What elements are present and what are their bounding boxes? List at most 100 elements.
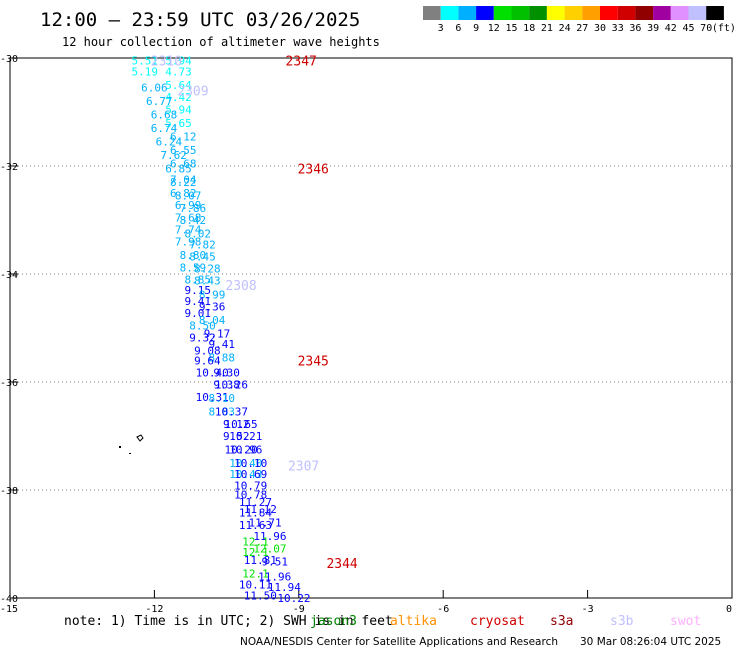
legend-label: 36 bbox=[629, 23, 641, 34]
pass-time-label: 2347 bbox=[286, 55, 317, 70]
wave-height-value: 8.43 bbox=[194, 274, 221, 287]
legend-swatch bbox=[423, 6, 441, 20]
wave-height-value: 4.73 bbox=[165, 66, 192, 79]
legend-label: 24 bbox=[559, 23, 571, 34]
wave-height-value: 5.51 bbox=[132, 55, 159, 68]
wave-height-value: 11.96 bbox=[258, 570, 291, 583]
wave-height-value: 5.64 bbox=[165, 79, 192, 92]
legend-label: 18 bbox=[523, 23, 535, 34]
y-tick-label: -36 bbox=[0, 378, 18, 389]
wave-height-value: 8.22 bbox=[170, 176, 197, 189]
x-tick-label: -15 bbox=[0, 604, 18, 615]
x-tick-label: 0 bbox=[726, 604, 732, 615]
wave-height-value: 7.86 bbox=[180, 202, 207, 215]
wave-height-value: 8.10 bbox=[209, 392, 236, 405]
x-tick-label: -3 bbox=[582, 604, 594, 615]
legend-swatch bbox=[653, 6, 671, 20]
wave-height-value: 9.41 bbox=[209, 338, 236, 351]
wave-height-value: 10.26 bbox=[215, 379, 248, 392]
color-legend: 3 6 9 12 15 18 21 24 27 30 33 36 39 42 45 70 (ft) bbox=[423, 6, 736, 34]
satellite-name: s3a bbox=[550, 614, 573, 629]
wave-height-value: 5.94 bbox=[165, 103, 192, 116]
x-tick-label: -12 bbox=[145, 604, 163, 615]
wave-height-value: 11.63 bbox=[239, 519, 272, 532]
wave-height-value: 7.98 bbox=[175, 236, 202, 249]
wave-height-value: 6.12 bbox=[170, 130, 197, 143]
wave-height-value: 10.20 bbox=[224, 444, 257, 457]
wave-height-value: 7.74 bbox=[175, 224, 202, 237]
wave-height-value: 11.27 bbox=[239, 496, 272, 509]
legend-swatch bbox=[511, 6, 530, 20]
legend-swatch bbox=[476, 6, 494, 20]
wave-height-value: 12.1 bbox=[242, 546, 269, 559]
legend-swatch bbox=[670, 6, 689, 20]
wave-height-value: 10.31 bbox=[196, 391, 229, 404]
satellite-legend: jason3 altika cryosat s3a s3b swot bbox=[310, 614, 701, 629]
wave-height-value: 10.37 bbox=[215, 406, 248, 419]
wave-height-value: 5.65 bbox=[165, 117, 192, 130]
wave-height-value: 9.51 bbox=[261, 555, 288, 568]
footer-credit: NOAA/NESDIS Center for Satellite Applica… bbox=[240, 636, 558, 648]
wave-height-value: 12.1 bbox=[242, 535, 269, 548]
wave-height-value: 11.50 bbox=[244, 589, 277, 602]
legend-swatch bbox=[617, 6, 636, 20]
wave-height-value: 11.81 bbox=[244, 554, 277, 567]
legend-label: 15 bbox=[505, 23, 517, 34]
pass-time-label: 2346 bbox=[298, 163, 329, 178]
satellite-name: altika bbox=[390, 614, 437, 629]
wave-height-value: 10.10 bbox=[234, 457, 267, 470]
wave-height-value: 8.07 bbox=[175, 190, 202, 203]
gridlines bbox=[10, 165, 732, 598]
pass-time-labels: 2347 2310 2309 2346 2308 2345 2307 2344 bbox=[151, 55, 358, 572]
wave-height-value: 9.38 bbox=[213, 379, 240, 392]
wave-height-value: 6.06 bbox=[141, 82, 168, 95]
y-tick-label: -40 bbox=[0, 594, 18, 605]
legend-swatch bbox=[688, 6, 707, 20]
wave-height-value: 7.62 bbox=[160, 149, 187, 162]
wave-height-value: 8.04 bbox=[199, 314, 226, 327]
wave-height-value: 10.43 bbox=[229, 468, 262, 481]
wave-height-value: 10.21 bbox=[229, 430, 262, 443]
legend-label: 45 bbox=[682, 23, 694, 34]
wave-height-value: 12.07 bbox=[253, 542, 286, 555]
island-markers bbox=[119, 434, 144, 454]
wave-height-value: 9.52 bbox=[223, 430, 250, 443]
wave-height-value: 9.64 bbox=[194, 354, 221, 367]
wave-height-value: 10.40 bbox=[196, 366, 229, 379]
wave-height-value: 10.79 bbox=[234, 480, 267, 493]
wave-height-value: 8.45 bbox=[189, 251, 216, 264]
wave-height-value: 10.69 bbox=[234, 468, 267, 481]
wave-height-value: 11.94 bbox=[268, 581, 301, 594]
satellite-name: cryosat bbox=[470, 614, 525, 629]
wave-height-value: 9.01 bbox=[184, 307, 211, 320]
wave-height-value: 11.71 bbox=[249, 516, 282, 529]
wave-height-value: 6.82 bbox=[170, 187, 197, 200]
legend-swatch bbox=[706, 6, 724, 20]
legend-swatch bbox=[582, 6, 600, 20]
pass-time-label: 2344 bbox=[326, 557, 357, 572]
wave-height-value: 8.88 bbox=[209, 352, 236, 365]
wave-height-value: 9.30 bbox=[213, 366, 240, 379]
wave-height-value: 9.32 bbox=[189, 332, 216, 345]
wave-height-value: 7.68 bbox=[175, 211, 202, 224]
wave-height-value: 8.59 bbox=[180, 262, 207, 275]
legend-label: 9 bbox=[473, 23, 479, 34]
legend-label: 42 bbox=[665, 23, 677, 34]
x-tick-label: -9 bbox=[293, 604, 305, 615]
wave-height-value: 8.83 bbox=[209, 406, 236, 419]
pass-time-label: 2307 bbox=[288, 460, 319, 475]
legend-label: 27 bbox=[576, 23, 588, 34]
wave-height-value: 6.55 bbox=[170, 144, 197, 157]
wave-height-value: 9.41 bbox=[184, 295, 211, 308]
wave-height-value: 10.40 bbox=[229, 457, 262, 470]
wave-height-labels: 5.51 5.945.19 4.735.646.064.426.775.946.68… bbox=[132, 55, 311, 605]
wave-height-value: 6.68 bbox=[170, 157, 197, 170]
wave-height-value: 4.42 bbox=[165, 91, 192, 104]
wave-height-value: 6.74 bbox=[151, 122, 178, 135]
wave-height-value: 8.28 bbox=[194, 263, 221, 276]
legend-swatch bbox=[600, 6, 618, 20]
wave-height-value: 10.22 bbox=[277, 592, 310, 605]
legend-label: 70 bbox=[700, 23, 712, 34]
legend-label: (ft) bbox=[712, 23, 736, 34]
